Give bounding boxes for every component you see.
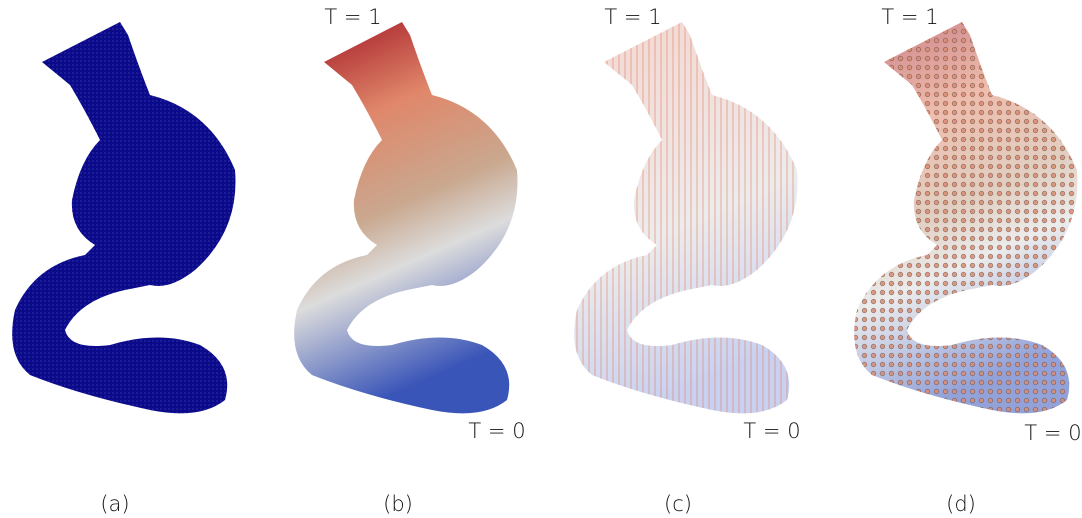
streamlines [574, 22, 797, 413]
caption: (c) [664, 492, 692, 516]
bottom-label: T = 0 [1024, 421, 1081, 445]
panel-c [574, 22, 797, 413]
caption: (a) [100, 492, 129, 516]
panel-a [12, 22, 235, 413]
bottom-label: T = 0 [468, 419, 525, 443]
top-label: T = 1 [604, 5, 661, 29]
top-label: T = 1 [324, 5, 381, 29]
panel-b [294, 22, 517, 413]
figure: T = 1 T = 0 T = 1 T = 0 T = 1 T = 0 (a) … [0, 0, 1082, 518]
caption: (b) [383, 492, 413, 516]
temperature-surface [294, 22, 517, 413]
caption: (d) [946, 492, 976, 516]
mesh-surface [12, 22, 235, 413]
bottom-label: T = 0 [743, 419, 800, 443]
sample-points [854, 22, 1077, 413]
panel-d [854, 22, 1077, 413]
top-label: T = 1 [881, 5, 938, 29]
